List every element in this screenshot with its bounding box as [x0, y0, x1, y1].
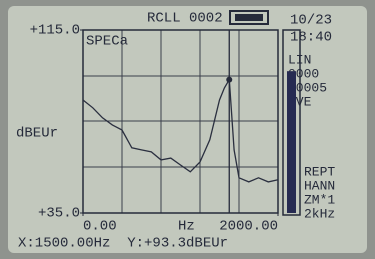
cursor-marker	[226, 77, 232, 83]
side-text: 2kHz	[304, 206, 335, 221]
y-axis-label: dBEUr	[16, 126, 58, 142]
level-bar	[287, 71, 296, 213]
side-text: REPT	[304, 164, 335, 179]
side-text: ZM*1	[304, 192, 335, 207]
header-title: RCLL 0002	[147, 11, 223, 27]
device-screen: RCLL 0002 10/23 18:40 SPECa dBEUr Hz X:1…	[0, 0, 375, 259]
side-text: LIN	[288, 52, 311, 67]
side-text: HANN	[304, 178, 335, 193]
battery-cells	[235, 14, 263, 21]
cursor-readout: X:1500.00Hz Y:+93.3dBEUr	[18, 236, 228, 252]
y-tick-label: +115.0	[30, 23, 80, 39]
header-date: 10/23	[290, 13, 332, 29]
x-tick-label: 2000.00	[219, 219, 278, 235]
header-time: 18:40	[290, 30, 332, 46]
x-tick-label: 0.00	[83, 219, 117, 235]
y-tick-label: +35.0	[38, 206, 80, 222]
plot-label: SPECa	[86, 34, 128, 50]
x-axis-label: Hz	[178, 219, 195, 235]
